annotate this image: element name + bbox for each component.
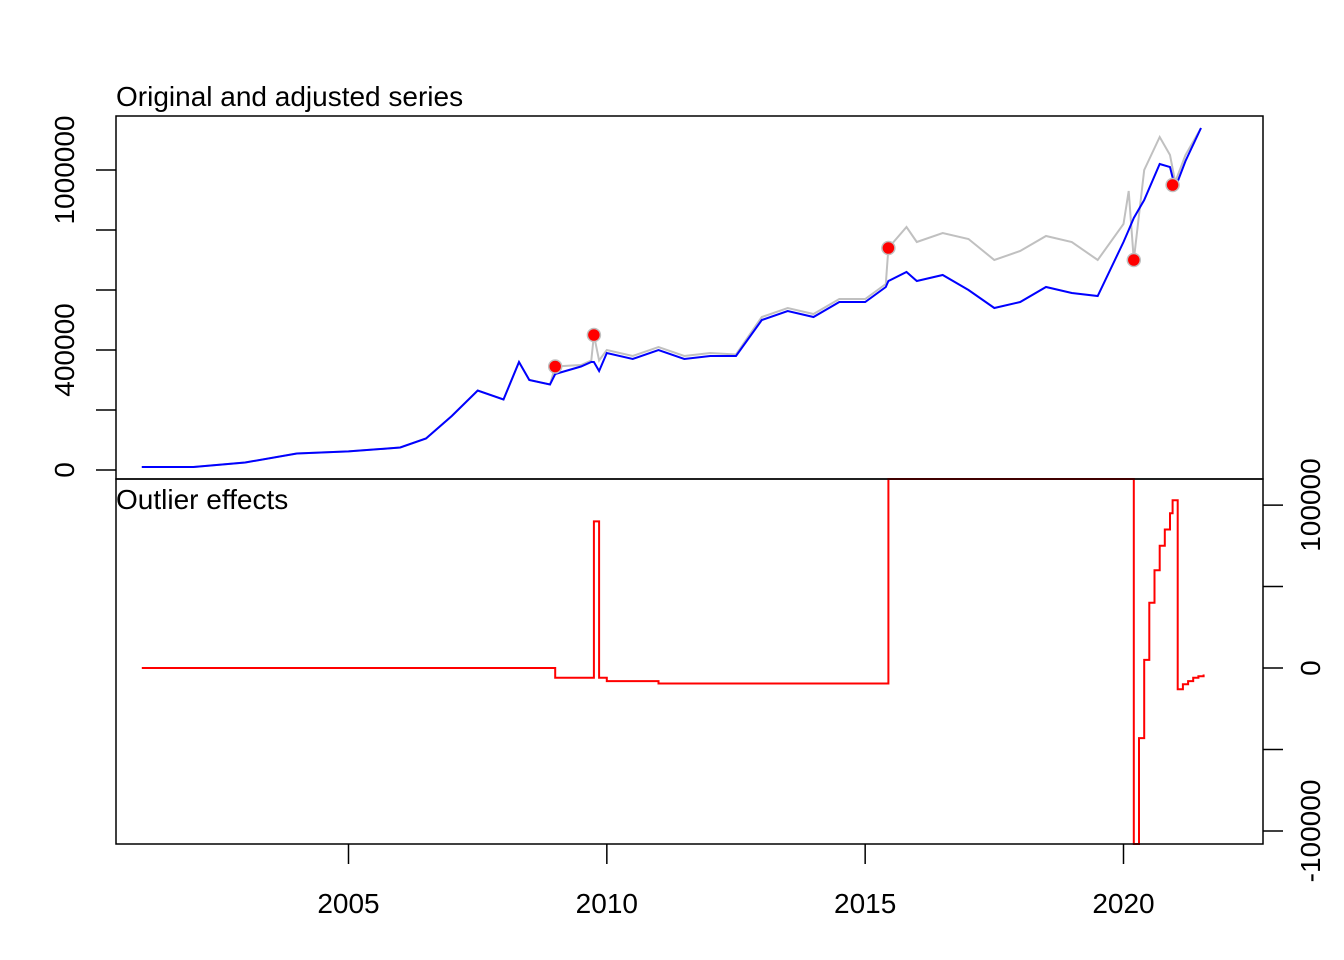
bottom-y-tick-label: 100000 — [1295, 458, 1326, 551]
bottom-plot-area — [141, 478, 1205, 845]
bottom-panel-frame — [115, 478, 1264, 845]
top-plot-area — [141, 127, 1202, 468]
outlier-effects-step-line — [141, 478, 1205, 845]
outlier-point — [547, 359, 563, 374]
top-panel-title: Original and adjusted series — [116, 81, 463, 112]
bottom-y-axis: -100000 0 100000 — [1263, 458, 1326, 882]
bottom-panel-title: Outlier effects — [116, 484, 288, 515]
top-y-tick-label: 400000 — [49, 303, 80, 396]
top-y-tick-label: 1000000 — [49, 115, 80, 224]
outlier-point — [1165, 177, 1180, 193]
x-tick-label: 2020 — [1092, 888, 1154, 919]
x-tick-label: 2005 — [317, 888, 379, 919]
top-panel: Original and adjusted series 0 400000 1000… — [49, 81, 1264, 480]
outlier-point — [881, 240, 896, 256]
top-y-axis: 0 400000 1000000 — [49, 115, 116, 478]
adjusted-series-line — [141, 127, 1202, 468]
outlier-point — [586, 327, 602, 343]
bottom-y-tick-label: 0 — [1295, 660, 1326, 676]
top-y-tick-label: 0 — [49, 462, 80, 478]
x-tick-label: 2015 — [834, 888, 896, 919]
bottom-y-tick-label: -100000 — [1295, 780, 1326, 883]
x-tick-label: 2010 — [576, 888, 638, 919]
x-axis: 2005 2010 2015 2020 — [317, 844, 1155, 919]
outlier-point — [1126, 252, 1142, 268]
